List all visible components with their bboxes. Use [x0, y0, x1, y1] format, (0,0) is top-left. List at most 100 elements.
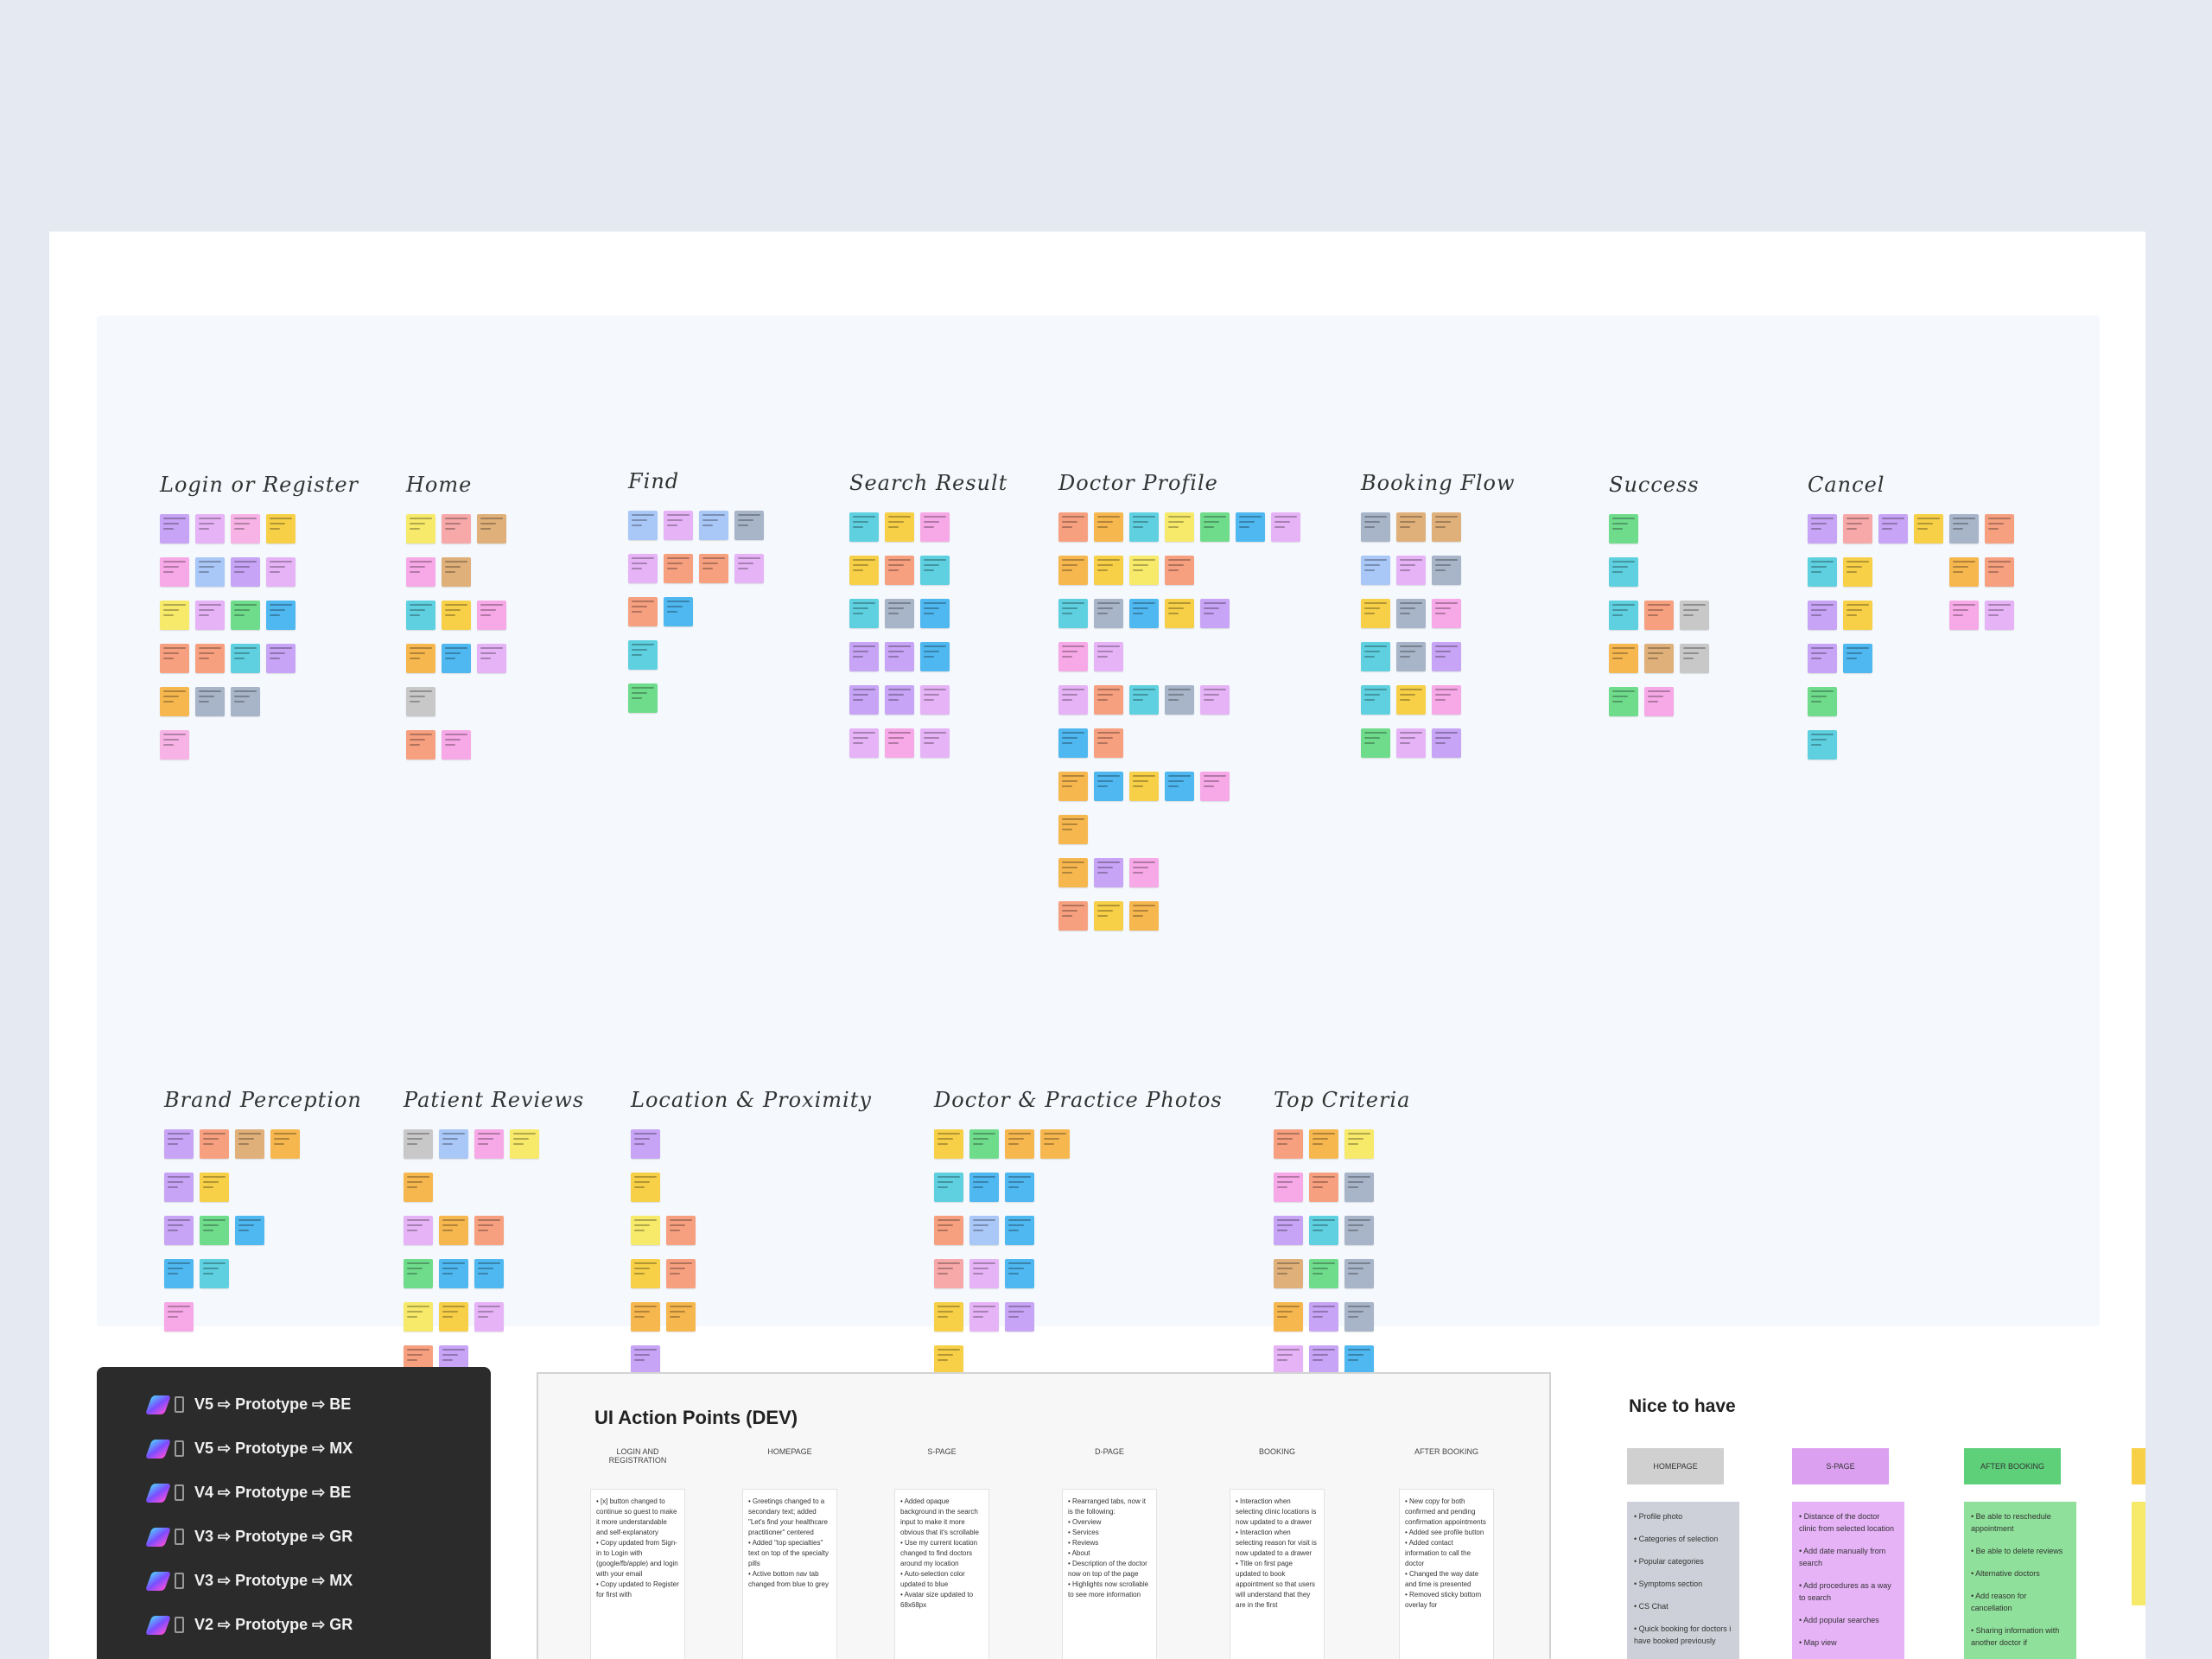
sticky-note[interactable]: [1274, 1259, 1303, 1288]
sticky-note[interactable]: [474, 1302, 504, 1332]
sticky-note[interactable]: [235, 1216, 264, 1245]
sticky-note[interactable]: [1129, 512, 1159, 542]
sticky-note[interactable]: [200, 1216, 229, 1245]
sticky-note[interactable]: [1058, 556, 1088, 585]
sticky-note[interactable]: [1094, 599, 1123, 628]
sticky-note[interactable]: [1129, 901, 1159, 931]
action-card[interactable]: • Greetings changed to a secondary text;…: [742, 1489, 837, 1659]
sticky-note[interactable]: [1005, 1129, 1034, 1159]
sticky-note[interactable]: [920, 556, 950, 585]
sticky-note[interactable]: [474, 1129, 504, 1159]
sticky-note[interactable]: [1808, 557, 1837, 587]
sticky-note[interactable]: [1005, 1259, 1034, 1288]
sticky-note[interactable]: [1396, 556, 1426, 585]
sticky-note[interactable]: [1129, 858, 1159, 887]
sticky-note[interactable]: [266, 557, 296, 587]
sticky-note[interactable]: [969, 1129, 999, 1159]
sticky-note[interactable]: [1274, 1216, 1303, 1245]
sticky-note[interactable]: [439, 1259, 468, 1288]
sticky-note[interactable]: [920, 728, 950, 758]
sticky-note[interactable]: [885, 685, 914, 715]
sticky-note[interactable]: [628, 683, 658, 713]
sticky-note[interactable]: [406, 514, 435, 543]
sticky-note[interactable]: [1165, 556, 1194, 585]
sticky-note[interactable]: [474, 1259, 504, 1288]
sticky-note[interactable]: [1949, 557, 1979, 587]
sticky-note[interactable]: [406, 644, 435, 673]
sticky-note[interactable]: [1878, 514, 1908, 543]
sticky-note[interactable]: [1058, 685, 1088, 715]
sticky-note[interactable]: [1609, 514, 1638, 543]
sticky-note[interactable]: [442, 644, 471, 673]
sticky-note[interactable]: [1644, 644, 1674, 673]
sticky-note[interactable]: [631, 1173, 660, 1202]
sticky-note[interactable]: [195, 601, 225, 630]
sticky-note[interactable]: [1200, 599, 1230, 628]
action-card[interactable]: • Added opaque background in the search …: [894, 1489, 989, 1659]
sticky-note[interactable]: [442, 601, 471, 630]
sticky-note[interactable]: [666, 1259, 696, 1288]
sticky-note[interactable]: [200, 1129, 229, 1159]
sticky-note[interactable]: [1644, 601, 1674, 630]
sticky-note[interactable]: [1361, 685, 1390, 715]
sticky-note[interactable]: [1058, 512, 1088, 542]
sticky-note[interactable]: [1309, 1216, 1338, 1245]
sticky-note[interactable]: [231, 557, 260, 587]
sticky-note[interactable]: [195, 557, 225, 587]
sticky-note[interactable]: [160, 514, 189, 543]
sticky-note[interactable]: [849, 685, 879, 715]
sticky-note[interactable]: [266, 601, 296, 630]
page-item[interactable]: V5 ⇨ Prototype ⇨ BE: [97, 1382, 491, 1427]
nice-column-body[interactable]: • Be able to reschedule appointment • Be …: [1964, 1502, 2076, 1659]
sticky-note[interactable]: [1344, 1345, 1374, 1375]
sticky-note[interactable]: [1309, 1173, 1338, 1202]
sticky-note[interactable]: [1985, 557, 2014, 587]
sticky-note[interactable]: [664, 511, 693, 540]
sticky-note[interactable]: [1985, 601, 2014, 630]
sticky-note[interactable]: [849, 728, 879, 758]
sticky-note[interactable]: [1808, 687, 1837, 716]
sticky-note[interactable]: [1058, 815, 1088, 844]
sticky-note[interactable]: [920, 512, 950, 542]
sticky-note[interactable]: [1843, 514, 1872, 543]
sticky-note[interactable]: [699, 554, 728, 583]
sticky-note[interactable]: [510, 1129, 539, 1159]
sticky-note[interactable]: [1094, 901, 1123, 931]
sticky-note[interactable]: [1432, 512, 1461, 542]
sticky-note[interactable]: [885, 556, 914, 585]
sticky-note[interactable]: [160, 687, 189, 716]
sticky-note[interactable]: [1129, 685, 1159, 715]
sticky-note[interactable]: [920, 599, 950, 628]
sticky-note[interactable]: [1396, 512, 1426, 542]
sticky-note[interactable]: [628, 511, 658, 540]
sticky-note[interactable]: [1361, 512, 1390, 542]
sticky-note[interactable]: [849, 556, 879, 585]
sticky-note[interactable]: [404, 1259, 433, 1288]
sticky-note[interactable]: [734, 511, 764, 540]
sticky-note[interactable]: [1165, 772, 1194, 801]
sticky-note[interactable]: [1309, 1129, 1338, 1159]
sticky-note[interactable]: [920, 685, 950, 715]
sticky-note[interactable]: [1236, 512, 1265, 542]
sticky-note[interactable]: [1609, 644, 1638, 673]
sticky-note[interactable]: [1609, 687, 1638, 716]
nice-column-body[interactable]: • Profile photo • Categories of selection…: [1627, 1502, 1739, 1659]
sticky-note[interactable]: [1344, 1216, 1374, 1245]
sticky-note[interactable]: [1165, 685, 1194, 715]
sticky-note[interactable]: [734, 554, 764, 583]
page-item[interactable]: V4 ⇨ Prototype ⇨ BE: [97, 1471, 491, 1515]
nice-to-have-frame[interactable]: Nice to have HOMEPAGE • Profile photo • Ca…: [1622, 1372, 2145, 1659]
sticky-note[interactable]: [849, 642, 879, 671]
sticky-note[interactable]: [1274, 1173, 1303, 1202]
sticky-note[interactable]: [664, 597, 693, 626]
sticky-note[interactable]: [628, 597, 658, 626]
sticky-note[interactable]: [160, 557, 189, 587]
sticky-note[interactable]: [406, 557, 435, 587]
sticky-note[interactable]: [200, 1259, 229, 1288]
sticky-note[interactable]: [934, 1216, 963, 1245]
sticky-note[interactable]: [231, 687, 260, 716]
action-card[interactable]: • Rearranged tabs, now it is the followi…: [1062, 1489, 1157, 1659]
sticky-note[interactable]: [1843, 601, 1872, 630]
sticky-note[interactable]: [160, 601, 189, 630]
sticky-note[interactable]: [442, 514, 471, 543]
